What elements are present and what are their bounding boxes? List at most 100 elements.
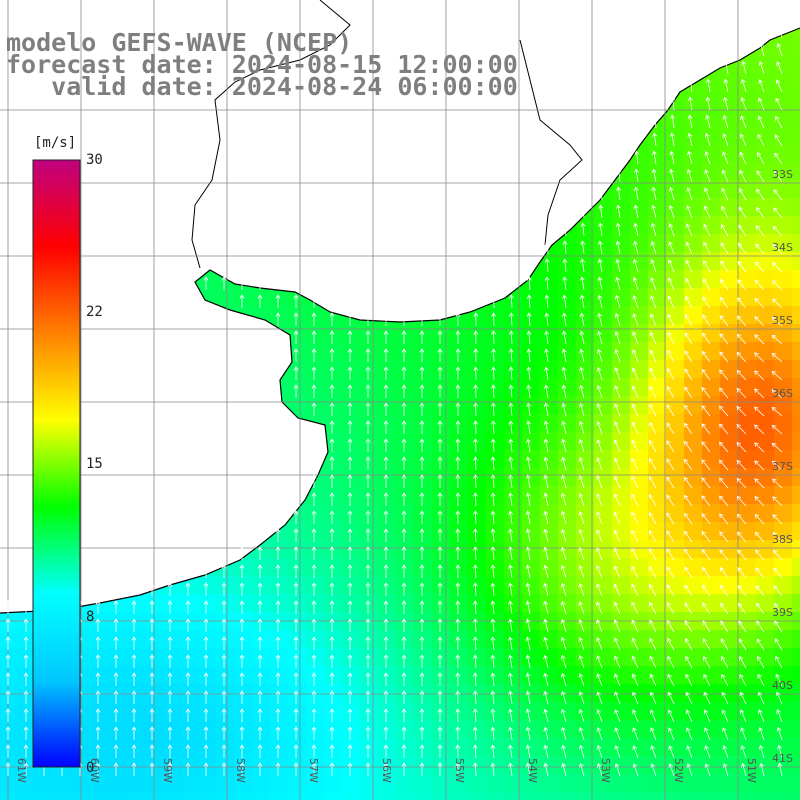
- wind-arrow: [508, 618, 513, 633]
- wind-vectors: [5, 24, 783, 777]
- wind-arrow: [614, 385, 621, 399]
- wind-arrow: [419, 582, 425, 596]
- wind-arrow: [419, 456, 425, 470]
- wind-arrow: [347, 492, 353, 506]
- wind-arrow: [455, 384, 461, 399]
- lon-label: 58W: [234, 758, 247, 783]
- wind-arrow: [490, 438, 496, 453]
- wind-arrow: [631, 619, 639, 633]
- wind-arrow: [311, 744, 317, 758]
- wind-arrow: [525, 726, 531, 741]
- wind-arrow: [311, 528, 317, 542]
- wind-arrow: [293, 690, 299, 704]
- wind-arrow: [736, 459, 747, 471]
- wind-arrow: [631, 565, 639, 579]
- wind-arrow: [651, 168, 657, 183]
- wind-arrow: [311, 582, 317, 596]
- wind-arrow: [490, 564, 496, 579]
- wind-arrow: [684, 422, 693, 435]
- wind-arrow: [293, 618, 299, 632]
- wind-arrow: [329, 438, 335, 452]
- wind-arrow: [149, 726, 155, 740]
- wind-arrow: [739, 133, 747, 147]
- wind-arrow: [365, 708, 371, 722]
- wind-arrow: [472, 582, 478, 597]
- wind-arrow: [721, 169, 729, 183]
- wind-arrow: [738, 224, 747, 237]
- wind-arrow: [701, 441, 711, 453]
- wind-arrow: [383, 762, 389, 776]
- wind-arrow: [650, 240, 657, 255]
- wind-arrow: [525, 546, 531, 561]
- wind-arrow: [275, 312, 281, 326]
- wind-arrow: [771, 442, 783, 453]
- wind-arrow: [649, 548, 657, 561]
- wind-arrow: [579, 348, 585, 363]
- wind-arrow: [776, 61, 783, 75]
- land-mass: [0, 0, 800, 613]
- wind-arrow: [543, 456, 549, 471]
- wind-arrow: [275, 636, 281, 650]
- wind-arrow: [720, 638, 729, 651]
- wind-arrow: [578, 690, 585, 705]
- wind-arrow: [508, 330, 514, 345]
- wind-arrow: [508, 402, 514, 417]
- wind-arrow: [596, 565, 603, 579]
- wind-arrow: [329, 420, 335, 434]
- wind-arrow: [757, 691, 765, 705]
- wind-arrow: [455, 510, 461, 525]
- wind-arrow: [613, 601, 621, 615]
- wind-arrow: [739, 691, 747, 705]
- wind-arrow: [472, 618, 478, 633]
- wind-arrow: [702, 584, 711, 597]
- wind-arrow: [455, 456, 461, 471]
- wind-arrow: [365, 744, 371, 758]
- wind-arrow: [632, 762, 639, 777]
- wind-arrow: [721, 673, 729, 687]
- wind-arrow: [704, 187, 711, 201]
- wind-arrow: [185, 744, 191, 758]
- wind-arrow: [739, 709, 747, 723]
- wind-arrow: [473, 528, 478, 543]
- wind-arrow: [185, 636, 191, 650]
- wind-arrow: [239, 582, 245, 596]
- wind-arrow: [719, 513, 729, 525]
- wind-arrow: [275, 528, 281, 542]
- wind-arrow: [614, 421, 621, 435]
- wind-arrow: [347, 672, 353, 686]
- wind-arrow: [525, 636, 531, 651]
- wind-arrow: [347, 690, 353, 704]
- wind-arrow: [167, 762, 173, 776]
- wind-arrow: [113, 762, 119, 776]
- wind-arrow: [754, 478, 765, 489]
- wind-arrow: [667, 331, 675, 345]
- wind-arrow: [221, 582, 227, 596]
- wind-arrow: [631, 673, 639, 687]
- wind-arrow: [473, 438, 478, 453]
- wind-arrow: [437, 708, 443, 722]
- wind-arrow: [293, 726, 299, 740]
- wind-arrow: [561, 708, 567, 723]
- wind-arrow: [239, 708, 245, 722]
- wind-arrow: [703, 673, 711, 687]
- wind-arrow: [686, 745, 693, 759]
- wind-arrow: [131, 636, 137, 650]
- lat-label: 38S: [772, 533, 793, 546]
- wind-arrow: [775, 655, 783, 669]
- wind-arrow: [776, 709, 783, 723]
- wind-arrow: [508, 600, 513, 615]
- wind-arrow: [596, 655, 603, 669]
- wind-arrow: [239, 564, 245, 578]
- lat-label: 40S: [772, 679, 793, 692]
- wind-arrow: [149, 636, 155, 650]
- wind-arrow: [401, 456, 407, 470]
- wind-arrow: [578, 438, 585, 453]
- wind-arrow: [167, 600, 173, 614]
- lon-label: 54W: [526, 758, 539, 783]
- wind-arrow: [596, 762, 603, 777]
- wind-arrow: [329, 726, 335, 740]
- wind-arrow: [685, 259, 693, 273]
- wind-arrow: [736, 406, 747, 417]
- wind-arrow: [668, 762, 675, 777]
- wind-arrow: [701, 368, 711, 381]
